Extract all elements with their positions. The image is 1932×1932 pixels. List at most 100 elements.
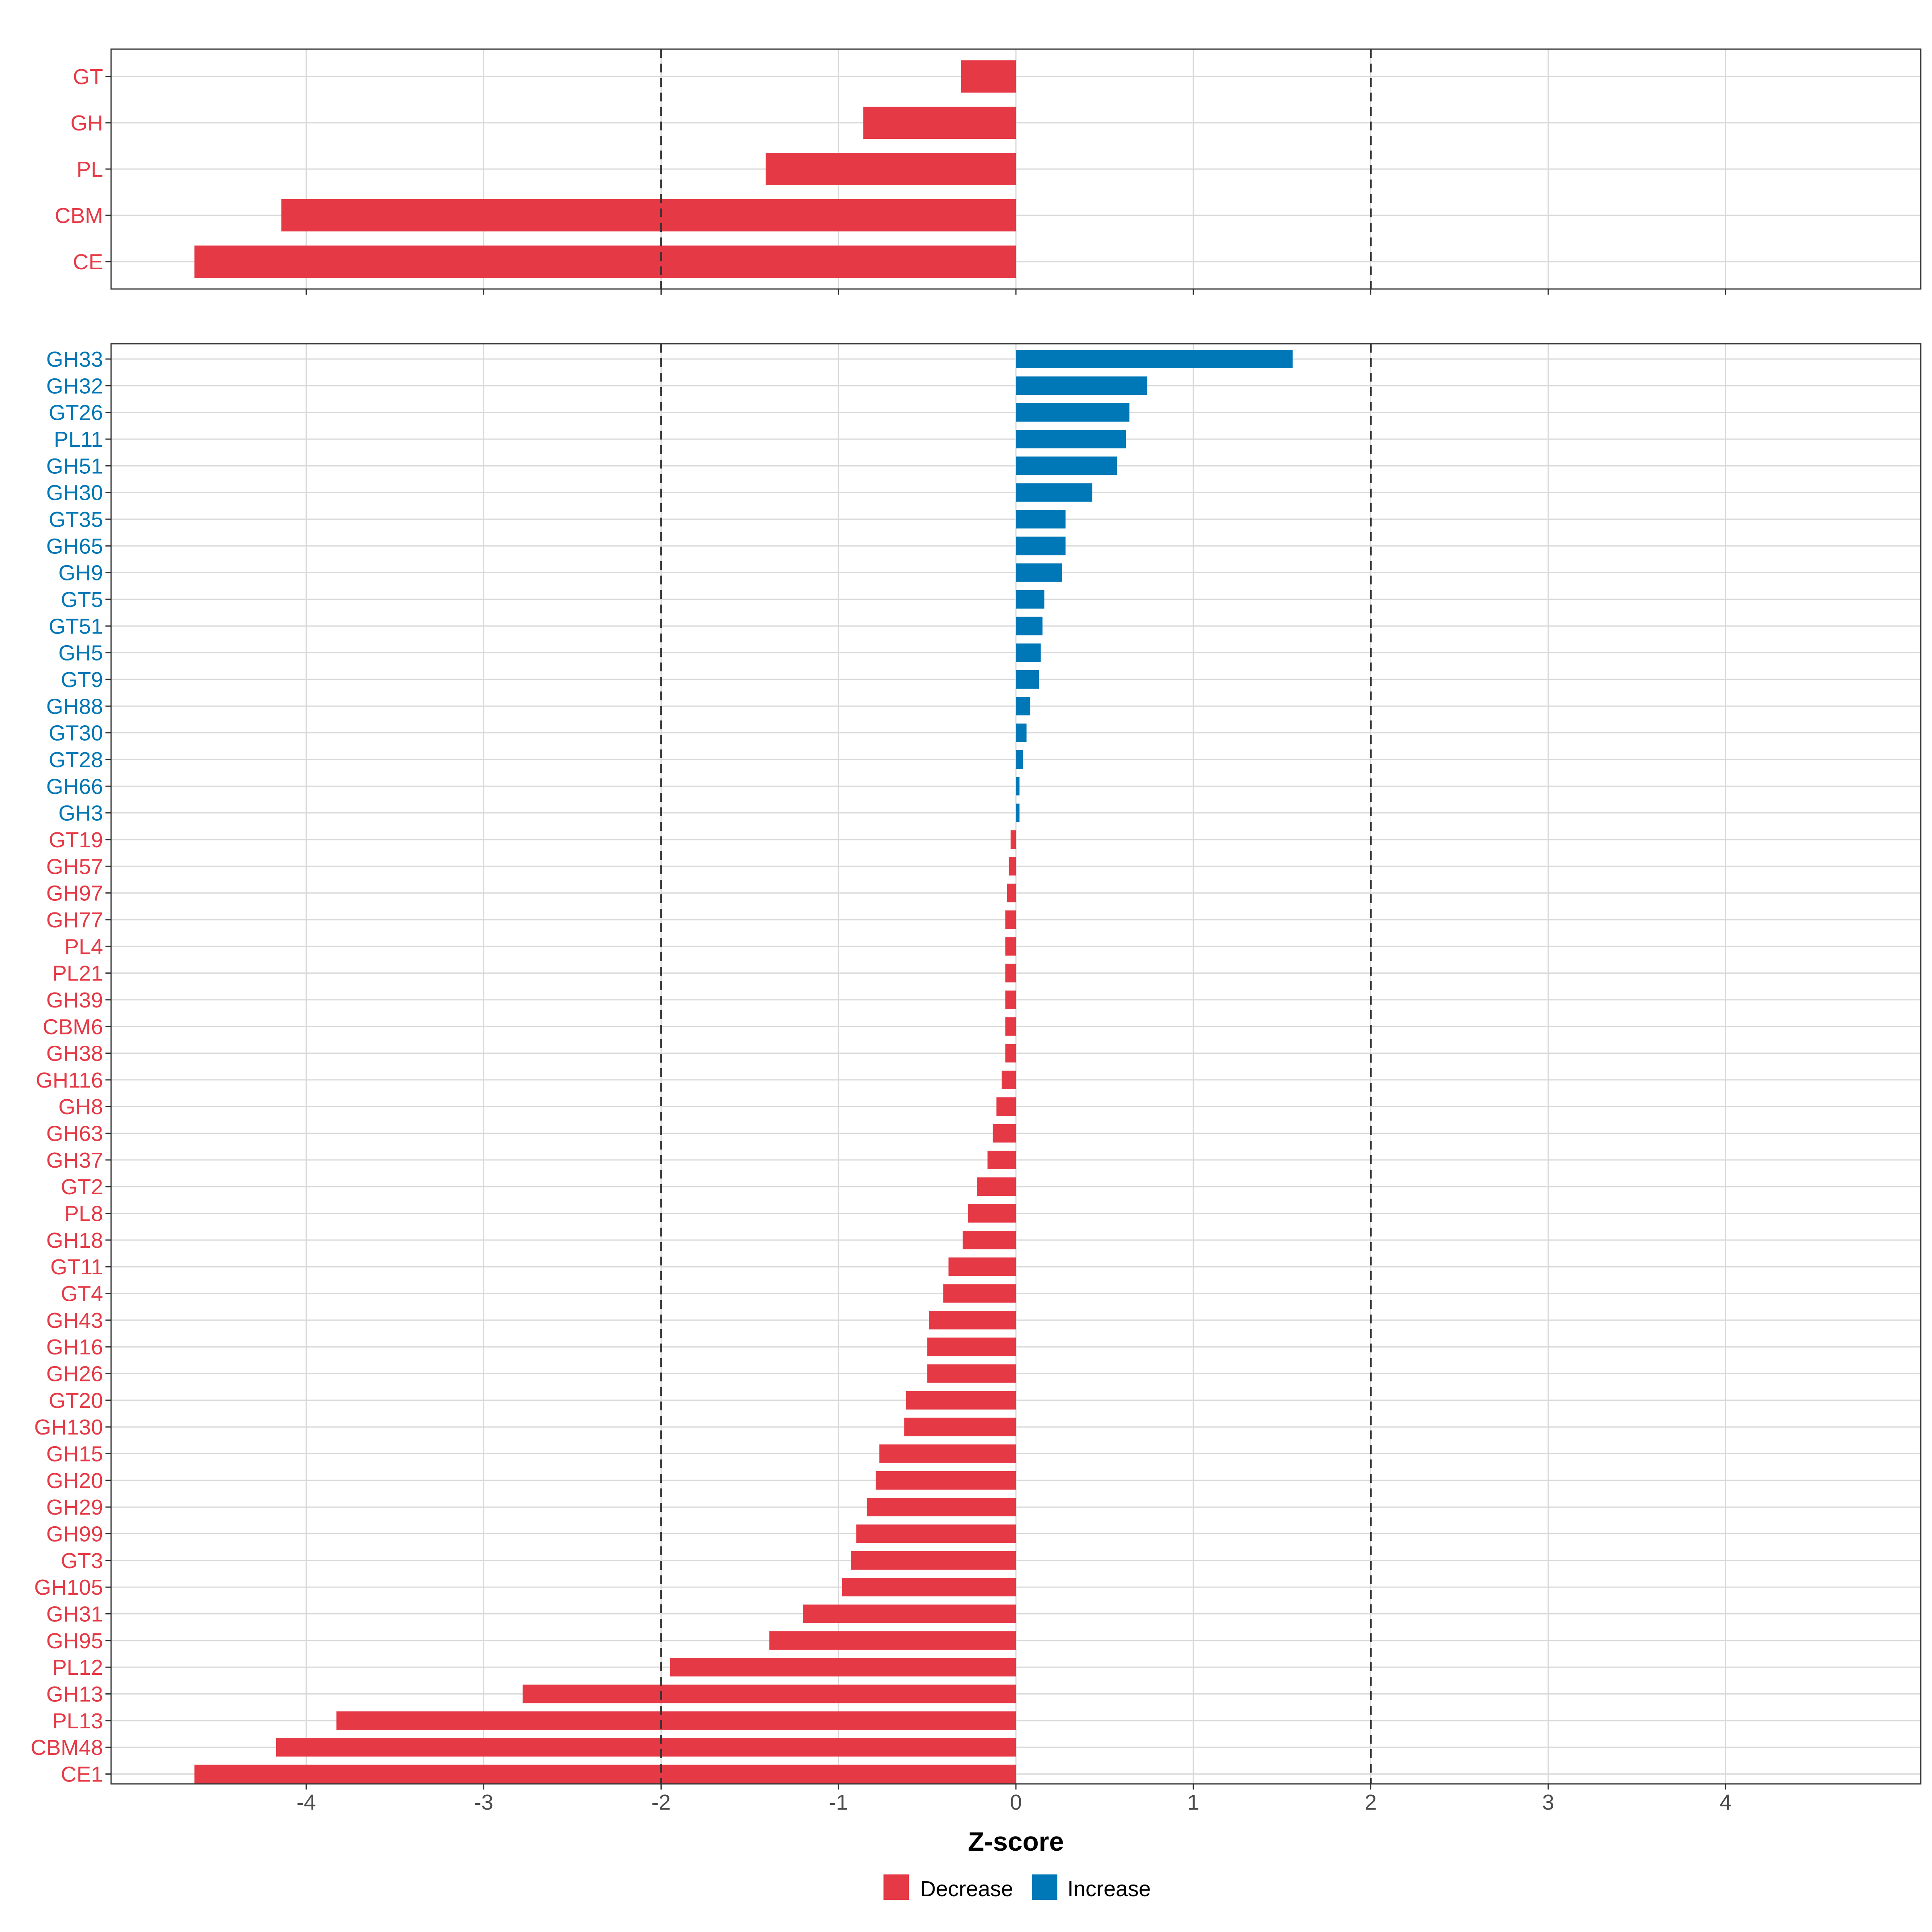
ylabel-cbm: CBM bbox=[55, 204, 103, 228]
x-tick-label: -4 bbox=[297, 1790, 316, 1814]
x-tick-label: 4 bbox=[1719, 1790, 1732, 1814]
ylabel-pl11: PL11 bbox=[54, 427, 103, 452]
bar-gh38 bbox=[1005, 1044, 1016, 1063]
x-tick-label: -1 bbox=[829, 1790, 848, 1814]
bar-gt3 bbox=[851, 1551, 1016, 1570]
ylabel-gh43: GH43 bbox=[46, 1309, 103, 1333]
bar-ce bbox=[194, 246, 1016, 278]
ylabel-gh38: GH38 bbox=[46, 1042, 103, 1066]
ylabel-gh77: GH77 bbox=[46, 908, 103, 932]
ylabel-pl12: PL12 bbox=[52, 1655, 103, 1680]
x-tick-label: 1 bbox=[1187, 1790, 1199, 1814]
ylabel-gh65: GH65 bbox=[46, 534, 103, 558]
bar-gh77 bbox=[1005, 910, 1016, 929]
bar-gh29 bbox=[867, 1498, 1016, 1517]
ylabel-gh57: GH57 bbox=[46, 855, 103, 879]
ylabel-gh31: GH31 bbox=[46, 1602, 103, 1627]
bar-gh88 bbox=[1016, 697, 1030, 716]
bar-gt20 bbox=[906, 1391, 1016, 1410]
bar-gh26 bbox=[927, 1364, 1016, 1383]
bar-gh51 bbox=[1016, 456, 1117, 475]
bar-gh116 bbox=[1001, 1070, 1016, 1089]
ylabel-gt: GT bbox=[73, 65, 103, 89]
ylabel-gh8: GH8 bbox=[58, 1095, 103, 1119]
x-tick-label: 2 bbox=[1365, 1790, 1377, 1814]
ylabel-gt5: GT5 bbox=[61, 588, 103, 612]
legend: Decrease Increase bbox=[883, 1874, 1151, 1901]
class-panel-border bbox=[110, 48, 1922, 290]
ylabel-pl13: PL13 bbox=[52, 1709, 103, 1733]
class-panel: GT GH PL CBM CE bbox=[55, 48, 1922, 295]
bar-gh8 bbox=[996, 1097, 1016, 1116]
bar-gh99 bbox=[856, 1524, 1016, 1543]
bar-pl21 bbox=[1005, 964, 1016, 983]
bar-pl8 bbox=[968, 1204, 1016, 1223]
family-panel-border bbox=[110, 343, 1922, 1785]
ylabel-gh88: GH88 bbox=[46, 694, 103, 718]
bar-pl4 bbox=[1005, 937, 1016, 956]
bar-pl bbox=[766, 153, 1016, 185]
bar-gh66 bbox=[1016, 777, 1020, 796]
bar-gh37 bbox=[987, 1150, 1016, 1169]
ylabel-pl4: PL4 bbox=[64, 935, 103, 959]
ylabel-gh29: GH29 bbox=[46, 1495, 103, 1519]
x-tick-label: -2 bbox=[651, 1790, 671, 1814]
ylabel-gh95: GH95 bbox=[46, 1629, 103, 1653]
legend-swatch-increase bbox=[1032, 1874, 1057, 1900]
ylabel-gh51: GH51 bbox=[46, 454, 103, 478]
bar-cbm48 bbox=[276, 1738, 1016, 1757]
bar-gt11 bbox=[948, 1257, 1016, 1276]
bar-gt4 bbox=[943, 1284, 1016, 1303]
ylabel-gh37: GH37 bbox=[46, 1148, 103, 1172]
bar-gt28 bbox=[1016, 750, 1023, 769]
ylabel-gt30: GT30 bbox=[49, 721, 103, 745]
bar-gt26 bbox=[1016, 403, 1130, 422]
bar-ce1 bbox=[194, 1765, 1016, 1783]
bar-gt30 bbox=[1016, 723, 1027, 742]
bar-gh130 bbox=[904, 1418, 1016, 1437]
x-axis: -4 -3 -2 -1 0 1 2 3 4 bbox=[297, 1790, 1732, 1814]
bar-gt9 bbox=[1016, 670, 1039, 689]
bar-gt bbox=[961, 60, 1016, 93]
ylabel-gh20: GH20 bbox=[46, 1469, 103, 1493]
ylabel-gt20: GT20 bbox=[49, 1389, 103, 1413]
bar-gh bbox=[863, 107, 1016, 139]
ylabel-gh30: GH30 bbox=[46, 481, 103, 505]
bar-gh15 bbox=[879, 1444, 1016, 1463]
ylabel-gt19: GT19 bbox=[49, 828, 103, 852]
bar-gh65 bbox=[1016, 537, 1066, 555]
ylabel-gh: GH bbox=[70, 111, 103, 135]
bar-gh95 bbox=[769, 1631, 1016, 1650]
bar-gh97 bbox=[1007, 883, 1016, 902]
ylabel-gh5: GH5 bbox=[58, 641, 103, 665]
bar-gh9 bbox=[1016, 563, 1062, 582]
bar-gh32 bbox=[1016, 376, 1148, 395]
bar-gh57 bbox=[1009, 857, 1016, 876]
bar-gh31 bbox=[803, 1604, 1016, 1623]
legend-label-decrease: Decrease bbox=[920, 1877, 1013, 1901]
bar-gh3 bbox=[1016, 803, 1020, 822]
family-panel: GH33GH32GT26PL11GH51GH30GT35GH65GH9GT5GT… bbox=[31, 343, 1922, 1790]
bar-cbm6 bbox=[1005, 1017, 1016, 1036]
ylabel-gh15: GH15 bbox=[46, 1442, 103, 1466]
ylabel-pl: PL bbox=[76, 157, 103, 182]
ylabel-gt4: GT4 bbox=[61, 1282, 103, 1306]
bar-gt35 bbox=[1016, 510, 1066, 528]
bar-gh33 bbox=[1016, 350, 1293, 368]
ylabel-gh105: GH105 bbox=[34, 1575, 103, 1600]
ylabel-gh33: GH33 bbox=[46, 347, 103, 372]
legend-label-increase: Increase bbox=[1067, 1877, 1151, 1901]
ylabel-gh130: GH130 bbox=[34, 1415, 103, 1439]
bar-gt51 bbox=[1016, 617, 1043, 636]
ylabel-gh16: GH16 bbox=[46, 1335, 103, 1359]
ylabel-gh116: GH116 bbox=[36, 1068, 103, 1092]
ylabel-gh66: GH66 bbox=[46, 774, 103, 799]
ylabel-gt3: GT3 bbox=[61, 1549, 103, 1573]
ylabel-gt35: GT35 bbox=[49, 508, 103, 532]
ylabel-gh3: GH3 bbox=[58, 801, 103, 826]
ylabel-gt11: GT11 bbox=[50, 1255, 103, 1279]
ylabel-pl8: PL8 bbox=[64, 1202, 103, 1226]
ylabel-pl21: PL21 bbox=[52, 962, 103, 986]
bar-gh43 bbox=[929, 1311, 1016, 1329]
